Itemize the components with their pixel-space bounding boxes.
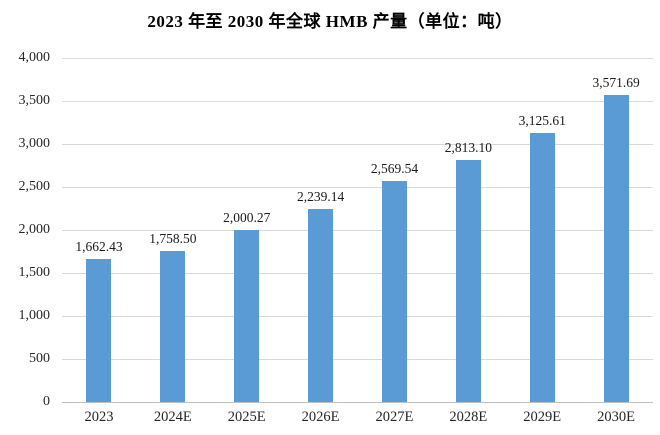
plot-area: 1,662.43 1,758.50 2,000.27 2,239.14 2,569.54… [62,57,653,403]
y-axis-tick-labels: 0 500 1,000 1,500 2,000 2,500 3,000 3,500 4,000 [0,50,51,409]
bar-value-label: 2,813.10 [444,140,492,156]
bar-2024E [160,250,186,402]
y-tick-label: 500 [29,351,50,366]
bar-2026E [308,209,334,402]
y-tick-label: 3,500 [18,93,51,108]
bar-2029E [529,133,555,402]
bar-slot: 3,571.69 [579,58,653,402]
x-axis-line [62,401,653,403]
bar-2027E [381,181,407,402]
bar-slot: 2,813.10 [431,58,505,402]
y-tick-label: 0 [43,394,50,409]
x-tick-label: 2030E [597,409,635,425]
x-tick-label: 2025E [227,409,266,425]
bar-value-label: 2,000.27 [223,209,271,225]
gridline [62,358,653,360]
bar-slot: 2,569.54 [358,58,432,402]
bar-slot: 2,239.14 [284,58,358,402]
bar-value-label: 3,571.69 [592,74,640,90]
gridline [62,143,653,145]
gridline [62,272,653,274]
x-tick-label: 2029E [523,409,562,425]
bar-series: 1,662.43 1,758.50 2,000.27 2,239.14 2,569.54… [62,58,653,402]
bar-value-label: 2,569.54 [370,161,419,177]
bar-slot: 2,000.27 [210,58,284,402]
bar-2028E [455,160,481,402]
bar-value-label: 3,125.61 [518,113,566,129]
x-tick-label: 2028E [449,409,488,425]
bar-slot: 3,125.61 [505,58,579,402]
bar-value-label: 1,662.43 [75,239,123,255]
y-tick-label: 3,000 [18,136,51,151]
bar-slot: 1,662.43 [62,58,136,402]
y-tick-label: 2,500 [18,179,51,194]
gridline [62,100,653,102]
bar-value-label: 1,758.50 [149,230,197,246]
x-tick-label: 2026E [301,409,340,425]
x-tick-label: 2023 [84,409,114,425]
bar-2025E [234,229,260,402]
bar-slot: 1,758.50 [136,58,210,402]
y-tick-label: 1,500 [18,265,51,280]
y-tick-label: 4,000 [18,50,51,65]
chart-title: 2023 年至 2030 年全球 HMB 产量（单位：吨） [147,12,513,31]
y-tick-label: 2,000 [18,222,51,237]
gridline [62,57,653,59]
gridline [62,229,653,231]
x-axis-tick-labels: 2023 2024E 2025E 2026E 2027E 2028E 2029E 2030E [62,409,653,426]
bar-2030E [603,94,629,402]
gridline [62,186,653,188]
bar-value-label: 2,239.14 [296,189,345,205]
bar-2023 [86,259,112,402]
y-tick-label: 1,000 [18,308,51,323]
gridline [62,315,653,317]
x-tick-label: 2024E [153,409,192,425]
x-tick-label: 2027E [375,409,414,425]
